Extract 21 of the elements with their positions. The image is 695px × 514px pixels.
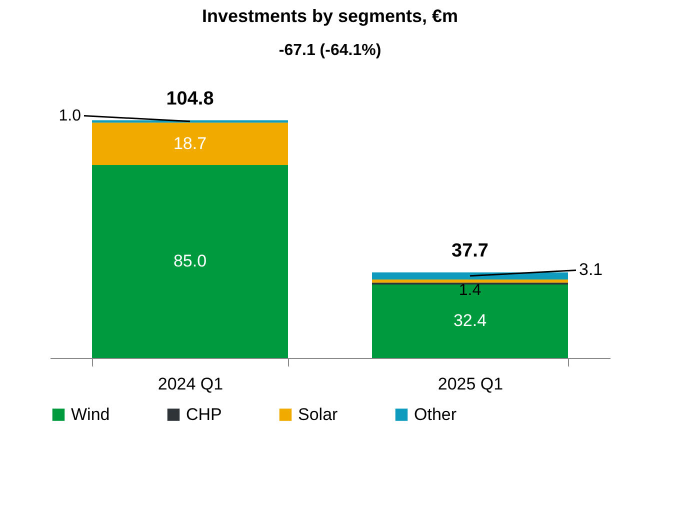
- data-label: 1.4: [458, 282, 482, 300]
- x-tick-label: 2025 Q1: [438, 374, 504, 394]
- legend-label: Wind: [71, 404, 110, 424]
- legend-label: Other: [414, 404, 457, 424]
- bar: [92, 165, 288, 358]
- text: -67.1 (-64.1%): [278, 42, 382, 59]
- legend-label: CHP: [186, 404, 222, 424]
- data-label: 18.7: [173, 134, 207, 153]
- total-label: 37.7: [452, 240, 488, 262]
- bar: [92, 122, 288, 166]
- bar: [372, 284, 568, 358]
- legend-label: Solar: [298, 404, 338, 424]
- data-label: 32.4: [453, 311, 487, 330]
- x-tick-label: 2024 Q1: [158, 374, 224, 394]
- bar: [372, 279, 568, 283]
- total-label: 104.8: [166, 88, 214, 110]
- chart-title: Investments by segments, €m: [202, 6, 458, 26]
- data-label: 3.1: [579, 260, 603, 280]
- data-label: 85.0: [173, 252, 207, 271]
- bar: [372, 272, 568, 280]
- data-label: 1.0: [58, 108, 82, 125]
